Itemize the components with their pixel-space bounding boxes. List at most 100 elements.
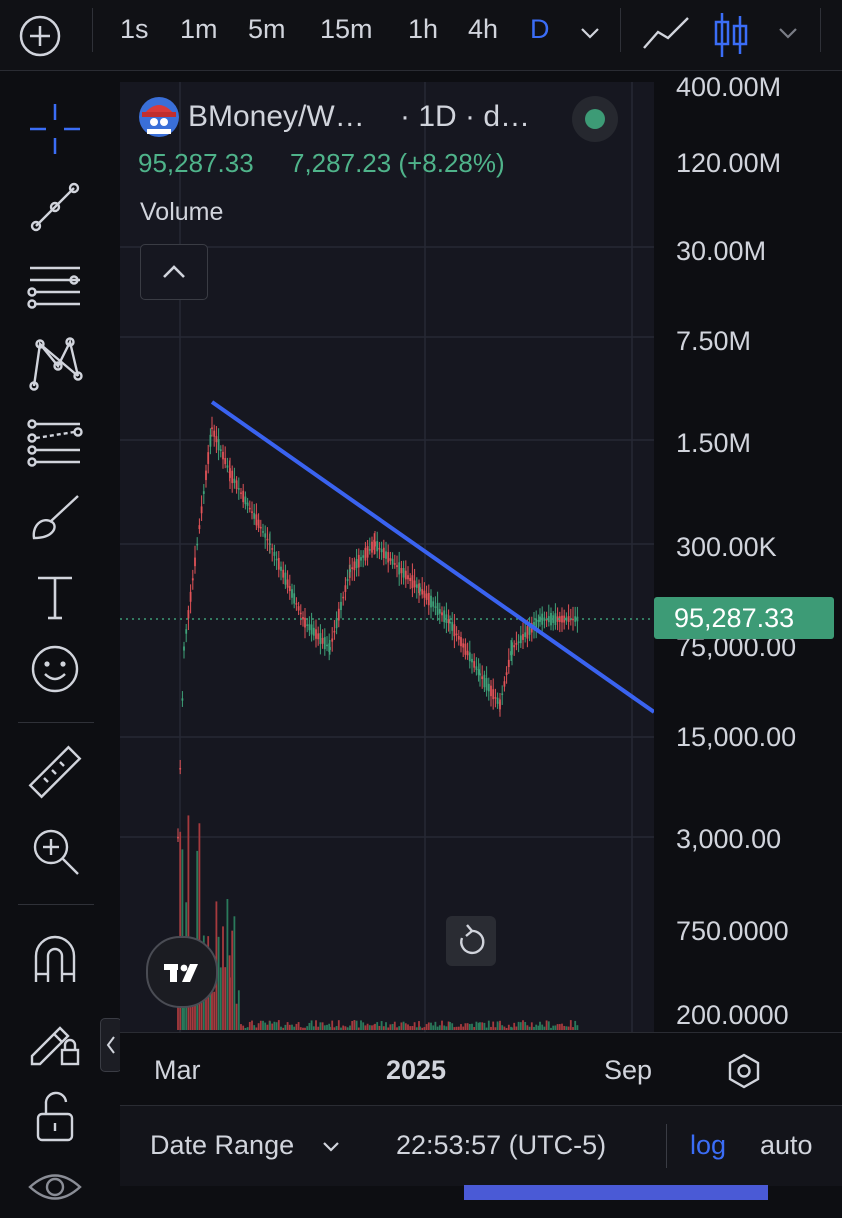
candle-body (209, 434, 212, 447)
candle-body (242, 490, 245, 503)
candle-body (396, 565, 398, 568)
lock-drawings-icon[interactable] (24, 1008, 86, 1070)
magnet-icon[interactable] (24, 930, 86, 992)
candle-body (443, 610, 446, 623)
volume-bar (537, 1025, 540, 1030)
settings-icon[interactable] (724, 1051, 764, 1091)
emoji-icon[interactable] (24, 638, 86, 700)
volume-bar (257, 1023, 260, 1030)
time-axis[interactable]: Mar 2025 Sep (120, 1032, 842, 1105)
candle-body (556, 616, 559, 622)
ruler-icon[interactable] (24, 742, 86, 804)
volume-bar (315, 1020, 317, 1030)
scroll-indicator[interactable] (464, 1185, 768, 1200)
add-symbol-icon[interactable] (18, 14, 62, 58)
candle-body (187, 610, 190, 619)
volume-bar (198, 823, 201, 1030)
candle-body (293, 593, 296, 604)
auto-scale-toggle[interactable]: auto (760, 1130, 813, 1160)
pattern-icon[interactable] (24, 332, 86, 394)
candle-body (380, 549, 383, 553)
clock[interactable]: 22:53:57 (UTC-5) (396, 1130, 607, 1160)
candle-body (460, 637, 462, 647)
price-axis[interactable]: 400.00M 120.00M 30.00M 7.50M 1.50M 300.0… (654, 72, 842, 1032)
candle-body (306, 624, 309, 626)
prediction-icon[interactable] (24, 410, 86, 472)
candle-body (537, 620, 540, 622)
candle-body (310, 624, 313, 635)
volume-bar (333, 1027, 336, 1030)
volume-bar (335, 1026, 338, 1030)
volume-bar (398, 1026, 401, 1030)
candle-body (561, 615, 563, 623)
volume-bar (240, 1024, 242, 1030)
candle-body (275, 558, 278, 561)
indicator-name[interactable]: Volume (140, 198, 224, 226)
volume-bar (517, 1021, 520, 1030)
candle-body (389, 558, 392, 561)
candles-icon[interactable] (712, 10, 752, 60)
chevron-down-icon[interactable] (776, 24, 800, 42)
volume-bar (321, 1022, 324, 1030)
reset-chart-button[interactable] (446, 916, 496, 966)
volume-bar (233, 916, 236, 1030)
candle-body (297, 606, 300, 611)
candle-body (295, 603, 298, 605)
date-range-button[interactable]: Date Range (150, 1130, 295, 1160)
candle-body (505, 672, 508, 675)
candle-body (432, 601, 435, 607)
volume-bar (402, 1021, 405, 1030)
interval-1m[interactable]: 1m (180, 14, 218, 44)
text-icon[interactable] (24, 566, 86, 628)
candle-body (183, 646, 185, 651)
zoom-in-icon[interactable] (24, 820, 86, 882)
volume-bar (266, 1024, 269, 1030)
candle-body (179, 768, 182, 770)
volume-bar (219, 967, 222, 1030)
interval-15m[interactable]: 15m (320, 14, 373, 44)
trend-line-icon[interactable] (24, 176, 86, 238)
price-label: 7.50M (676, 326, 752, 356)
candle-body (501, 693, 504, 695)
volume-bar (539, 1021, 541, 1030)
log-scale-toggle[interactable]: log (690, 1130, 727, 1160)
volume-bar (389, 1024, 392, 1030)
interval-1h[interactable]: 1h (408, 14, 439, 44)
volume-bar (434, 1021, 437, 1030)
toolbar-divider (666, 1124, 667, 1168)
candle-body (202, 491, 205, 494)
collapse-legend-button[interactable] (140, 244, 208, 300)
symbol-name[interactable]: BMoney/W… (188, 100, 365, 133)
time-label: 2025 (386, 1055, 447, 1085)
volume-bar (418, 1021, 420, 1030)
brush-icon[interactable] (24, 488, 86, 550)
chevron-down-icon[interactable] (320, 1138, 342, 1156)
volume-bar (396, 1027, 398, 1030)
interval-4h[interactable]: 4h (468, 14, 499, 44)
eye-icon[interactable] (24, 1156, 86, 1218)
candle-body (213, 430, 216, 437)
candle-body (329, 647, 331, 650)
candle-body (248, 507, 251, 510)
crosshair-icon[interactable] (24, 98, 86, 160)
candle-body (543, 617, 546, 621)
legend-change: 7,287.23 (+8.28%) (290, 148, 505, 178)
volume-bar (280, 1026, 282, 1030)
fib-retracement-icon[interactable] (24, 254, 86, 316)
candle-body (407, 575, 409, 580)
market-status[interactable] (572, 96, 618, 142)
candle-body (457, 636, 460, 640)
interval-1s[interactable]: 1s (120, 14, 149, 44)
toolbar-divider (18, 722, 94, 723)
candle-body (519, 635, 522, 644)
interval-5m[interactable]: 5m (248, 14, 286, 44)
interval-d[interactable]: D (530, 14, 550, 44)
candle-body (335, 618, 338, 629)
collapse-toolbar-handle[interactable] (100, 1018, 122, 1072)
chart-pane[interactable] (120, 82, 654, 1032)
line-chart-icon[interactable] (640, 14, 692, 54)
chevron-down-icon[interactable] (578, 24, 602, 42)
volume-bar (253, 1025, 256, 1030)
unlock-icon[interactable] (24, 1086, 86, 1148)
candle-body (362, 555, 365, 558)
